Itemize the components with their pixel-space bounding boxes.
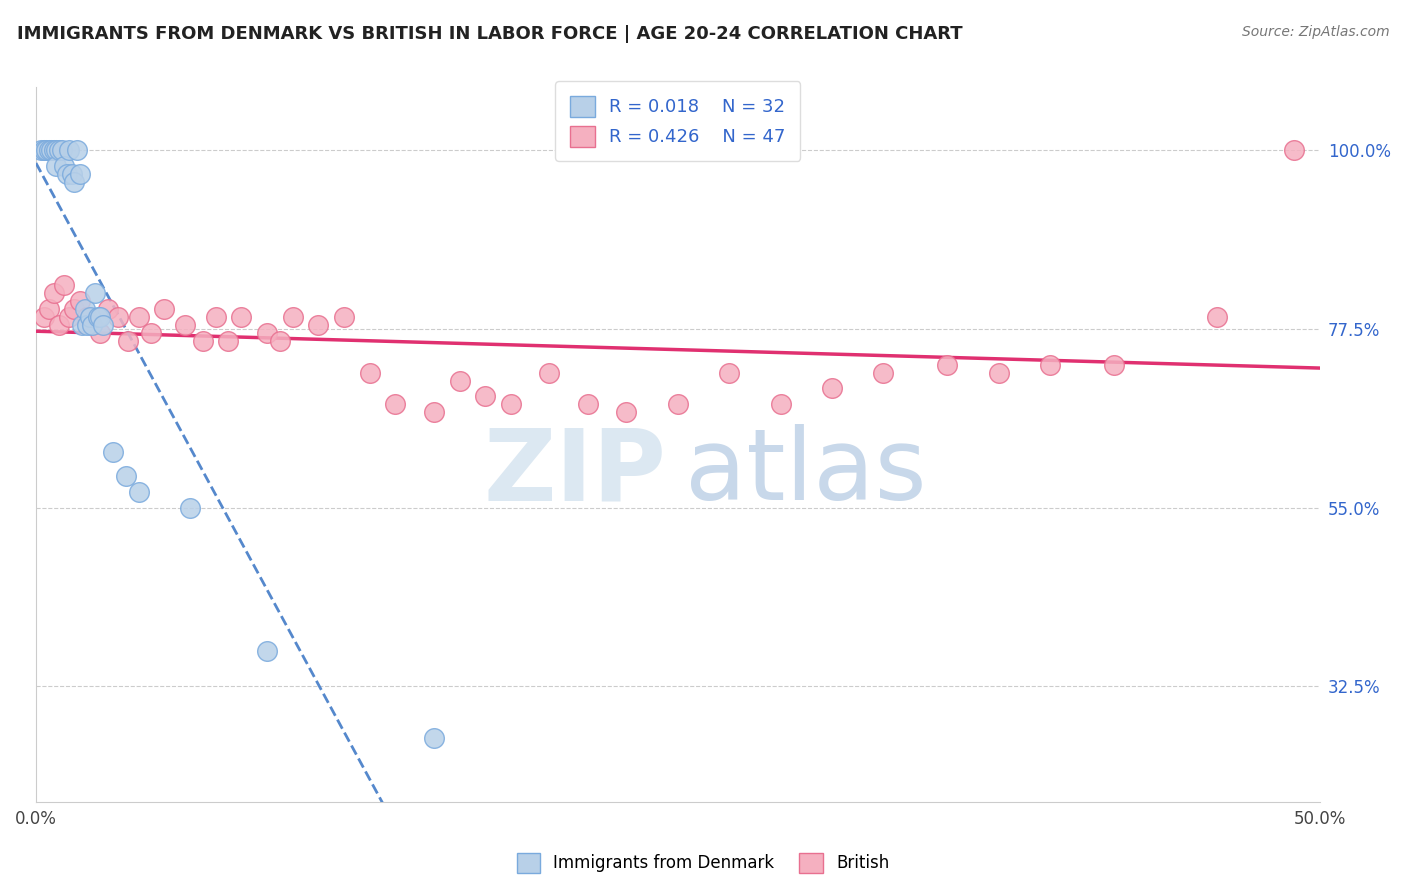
- Point: [51, 143, 73, 157]
- Point: [666, 397, 689, 411]
- Point: [89, 310, 111, 324]
- Point: [423, 731, 446, 745]
- Point: [117, 334, 139, 348]
- Legend: Immigrants from Denmark, British: Immigrants from Denmark, British: [510, 847, 896, 880]
- Point: [204, 310, 226, 324]
- Point: [114, 469, 136, 483]
- Point: [32, 143, 55, 157]
- Point: [499, 397, 522, 411]
- Point: [66, 143, 89, 157]
- Point: [53, 159, 76, 173]
- Point: [97, 301, 120, 316]
- Text: IMMIGRANTS FROM DENMARK VS BRITISH IN LABOR FORCE | AGE 20-24 CORRELATION CHART: IMMIGRANTS FROM DENMARK VS BRITISH IN LA…: [17, 25, 963, 43]
- Point: [107, 310, 129, 324]
- Point: [69, 167, 91, 181]
- Point: [718, 366, 741, 380]
- Legend: R = 0.018    N = 32, R = 0.426    N = 47: R = 0.018 N = 32, R = 0.426 N = 47: [555, 81, 800, 161]
- Point: [449, 374, 471, 388]
- Point: [769, 397, 792, 411]
- Point: [384, 397, 406, 411]
- Point: [307, 318, 329, 332]
- Point: [173, 318, 195, 332]
- Point: [76, 310, 98, 324]
- Point: [79, 310, 101, 324]
- Point: [70, 318, 93, 332]
- Text: atlas: atlas: [685, 425, 927, 521]
- Point: [128, 484, 150, 499]
- Point: [101, 445, 124, 459]
- Point: [55, 167, 77, 181]
- Point: [179, 500, 201, 515]
- Point: [30, 143, 52, 157]
- Point: [616, 405, 638, 419]
- Point: [141, 326, 163, 340]
- Point: [42, 286, 65, 301]
- Point: [60, 167, 83, 181]
- Point: [48, 318, 70, 332]
- Text: ZIP: ZIP: [484, 425, 666, 521]
- Point: [53, 278, 76, 293]
- Point: [936, 358, 959, 372]
- Point: [91, 318, 114, 332]
- Point: [1282, 143, 1305, 157]
- Point: [333, 310, 356, 324]
- Point: [48, 143, 70, 157]
- Point: [41, 143, 63, 157]
- Point: [42, 143, 65, 157]
- Point: [86, 310, 108, 324]
- Point: [128, 310, 150, 324]
- Point: [58, 310, 80, 324]
- Point: [84, 286, 107, 301]
- Point: [1206, 310, 1229, 324]
- Point: [153, 301, 176, 316]
- Point: [256, 643, 278, 657]
- Text: Source: ZipAtlas.com: Source: ZipAtlas.com: [1241, 25, 1389, 39]
- Point: [82, 318, 104, 332]
- Point: [256, 326, 278, 340]
- Point: [191, 334, 214, 348]
- Point: [281, 310, 304, 324]
- Point: [576, 397, 599, 411]
- Point: [423, 405, 446, 419]
- Point: [89, 326, 111, 340]
- Point: [38, 143, 60, 157]
- Point: [987, 366, 1010, 380]
- Point: [35, 143, 58, 157]
- Point: [82, 318, 104, 332]
- Point: [32, 310, 55, 324]
- Point: [1039, 358, 1062, 372]
- Point: [231, 310, 253, 324]
- Point: [218, 334, 240, 348]
- Point: [359, 366, 381, 380]
- Point: [872, 366, 894, 380]
- Point: [1104, 358, 1126, 372]
- Point: [58, 143, 80, 157]
- Point: [474, 389, 496, 403]
- Point: [538, 366, 561, 380]
- Point: [76, 318, 98, 332]
- Point: [45, 159, 67, 173]
- Point: [63, 175, 86, 189]
- Point: [821, 382, 844, 396]
- Point: [69, 294, 91, 309]
- Point: [63, 301, 86, 316]
- Point: [73, 301, 96, 316]
- Point: [269, 334, 291, 348]
- Point: [45, 143, 67, 157]
- Point: [38, 301, 60, 316]
